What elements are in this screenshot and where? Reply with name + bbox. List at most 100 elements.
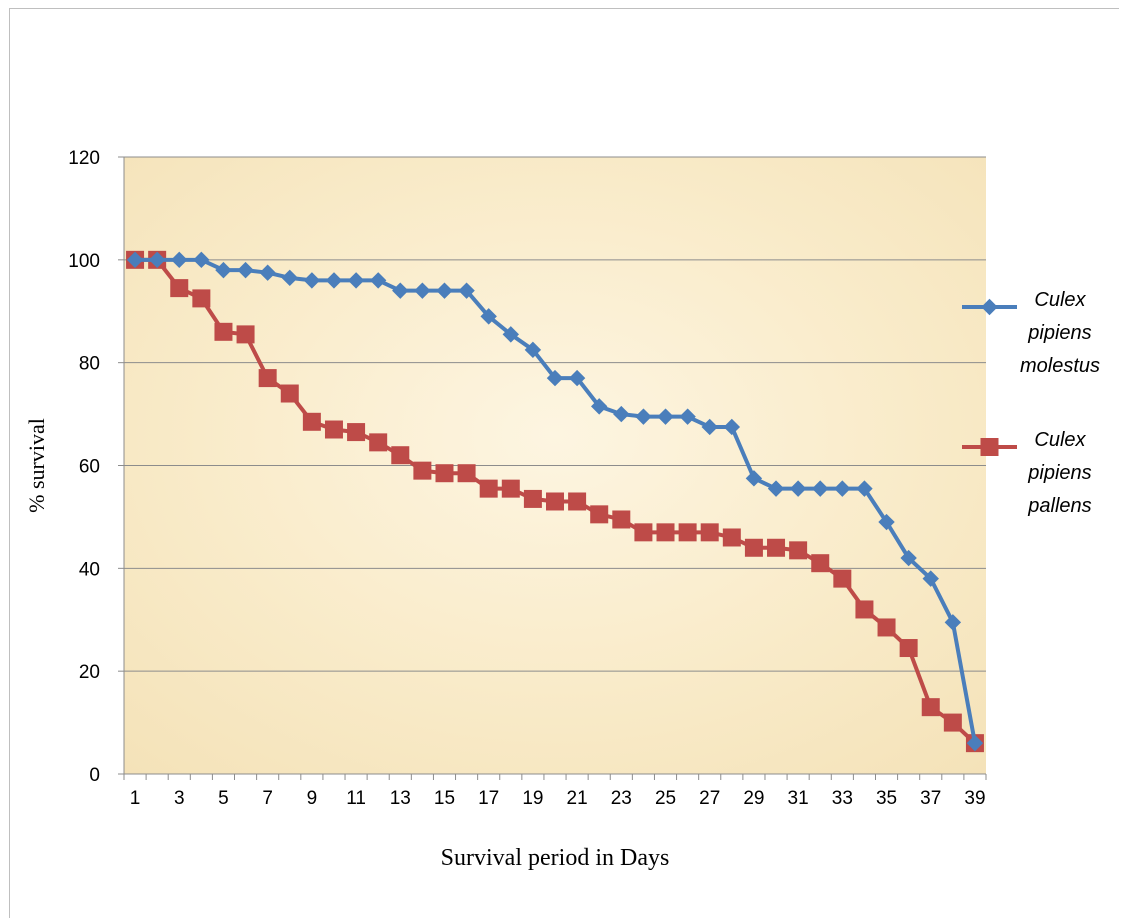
data-point (921, 698, 940, 717)
data-point (259, 264, 276, 281)
y-tick-labels: 0 20 40 60 80 100 120 (68, 148, 100, 786)
legend-entry-molestus[interactable]: Culex pipiens molestus (962, 289, 1100, 377)
legend[interactable]: Culex pipiens molestus Culex pipiens pallens (962, 289, 1100, 517)
data-point (877, 618, 896, 637)
data-point (281, 269, 298, 287)
x-tick-label: 1 (130, 788, 141, 809)
data-point (635, 408, 652, 425)
x-tick-label: 39 (964, 788, 985, 809)
legend-label: Culex (1034, 289, 1086, 311)
data-point (392, 282, 409, 299)
data-point (347, 423, 366, 442)
data-point (856, 480, 873, 497)
data-point (656, 523, 675, 542)
data-point (324, 420, 343, 439)
data-point (723, 418, 741, 436)
data-point (701, 418, 718, 436)
data-point (899, 639, 918, 658)
data-point (767, 480, 785, 497)
legend-label: pipiens (1027, 462, 1091, 484)
data-point (789, 480, 807, 497)
data-point (943, 713, 962, 732)
data-point (148, 251, 166, 269)
data-point (744, 538, 763, 557)
x-tick-label: 7 (262, 788, 273, 809)
data-point (435, 464, 454, 483)
x-tick-label: 29 (743, 788, 764, 809)
y-tick-label: 100 (68, 251, 100, 272)
data-point (634, 523, 653, 542)
x-tick-label: 35 (876, 788, 897, 809)
x-tick-labels: 1 3 5 7 9 11 13 15 17 19 21 23 25 27 29 31 33 35 37 39 (130, 788, 986, 809)
y-tick-label: 40 (79, 559, 100, 580)
data-point (789, 541, 808, 560)
series-group (126, 250, 984, 753)
series-pallens (126, 250, 984, 753)
y-tick-label: 0 (89, 765, 100, 786)
x-tick-label: 27 (699, 788, 720, 809)
data-point (258, 369, 277, 388)
data-point (745, 470, 763, 487)
data-point (126, 251, 144, 269)
data-point (391, 446, 410, 465)
data-point (812, 480, 829, 497)
data-point (214, 322, 233, 341)
x-axis-title: Survival period in Days (441, 845, 670, 871)
legend-marker (980, 438, 999, 456)
x-tick-label: 19 (522, 788, 543, 809)
data-point (568, 369, 586, 387)
data-point (215, 261, 232, 279)
data-point (369, 272, 387, 289)
data-point (613, 405, 630, 423)
data-point (944, 614, 962, 631)
x-tick-label: 33 (832, 788, 853, 809)
x-tick-label: 13 (390, 788, 411, 809)
y-tick-label: 20 (79, 662, 100, 683)
y-tick-label: 80 (79, 354, 100, 375)
y-axis-title: % survival (24, 418, 49, 513)
data-point (192, 289, 211, 308)
x-tick-label: 5 (218, 788, 229, 809)
x-tick-label: 3 (174, 788, 185, 809)
x-tick-label: 21 (567, 788, 588, 809)
data-point (303, 272, 321, 289)
data-point (612, 510, 631, 529)
data-point (833, 569, 852, 588)
data-point (922, 570, 939, 587)
x-tick-label: 23 (611, 788, 632, 809)
data-point (878, 513, 895, 531)
data-point (236, 325, 255, 344)
data-point (811, 554, 830, 573)
data-point (436, 282, 453, 299)
data-point (369, 433, 388, 452)
data-point (767, 538, 786, 557)
data-point (237, 261, 254, 279)
data-point (855, 600, 874, 619)
data-point (347, 272, 365, 289)
x-tick-label: 37 (920, 788, 941, 809)
data-point (480, 308, 497, 325)
data-point (193, 251, 210, 269)
data-point (590, 505, 609, 524)
y-tick-label: 60 (79, 457, 100, 478)
x-tick-label: 25 (655, 788, 676, 809)
y-tick-label: 120 (68, 148, 100, 169)
data-point (524, 341, 542, 359)
legend-entry-pallens[interactable]: Culex pipiens pallens (962, 429, 1092, 517)
data-point (700, 523, 719, 542)
data-point (302, 412, 321, 431)
data-point (413, 461, 432, 480)
data-point (457, 464, 476, 483)
data-point (414, 282, 431, 299)
x-tick-label: 9 (307, 788, 318, 809)
data-point (590, 398, 608, 415)
data-point (501, 479, 520, 498)
data-point (479, 479, 498, 498)
data-point (679, 408, 696, 425)
data-point (280, 384, 299, 403)
legend-marker (981, 298, 998, 316)
data-point (900, 549, 917, 567)
axes (118, 156, 987, 780)
data-point (523, 489, 542, 508)
data-point (657, 408, 674, 425)
